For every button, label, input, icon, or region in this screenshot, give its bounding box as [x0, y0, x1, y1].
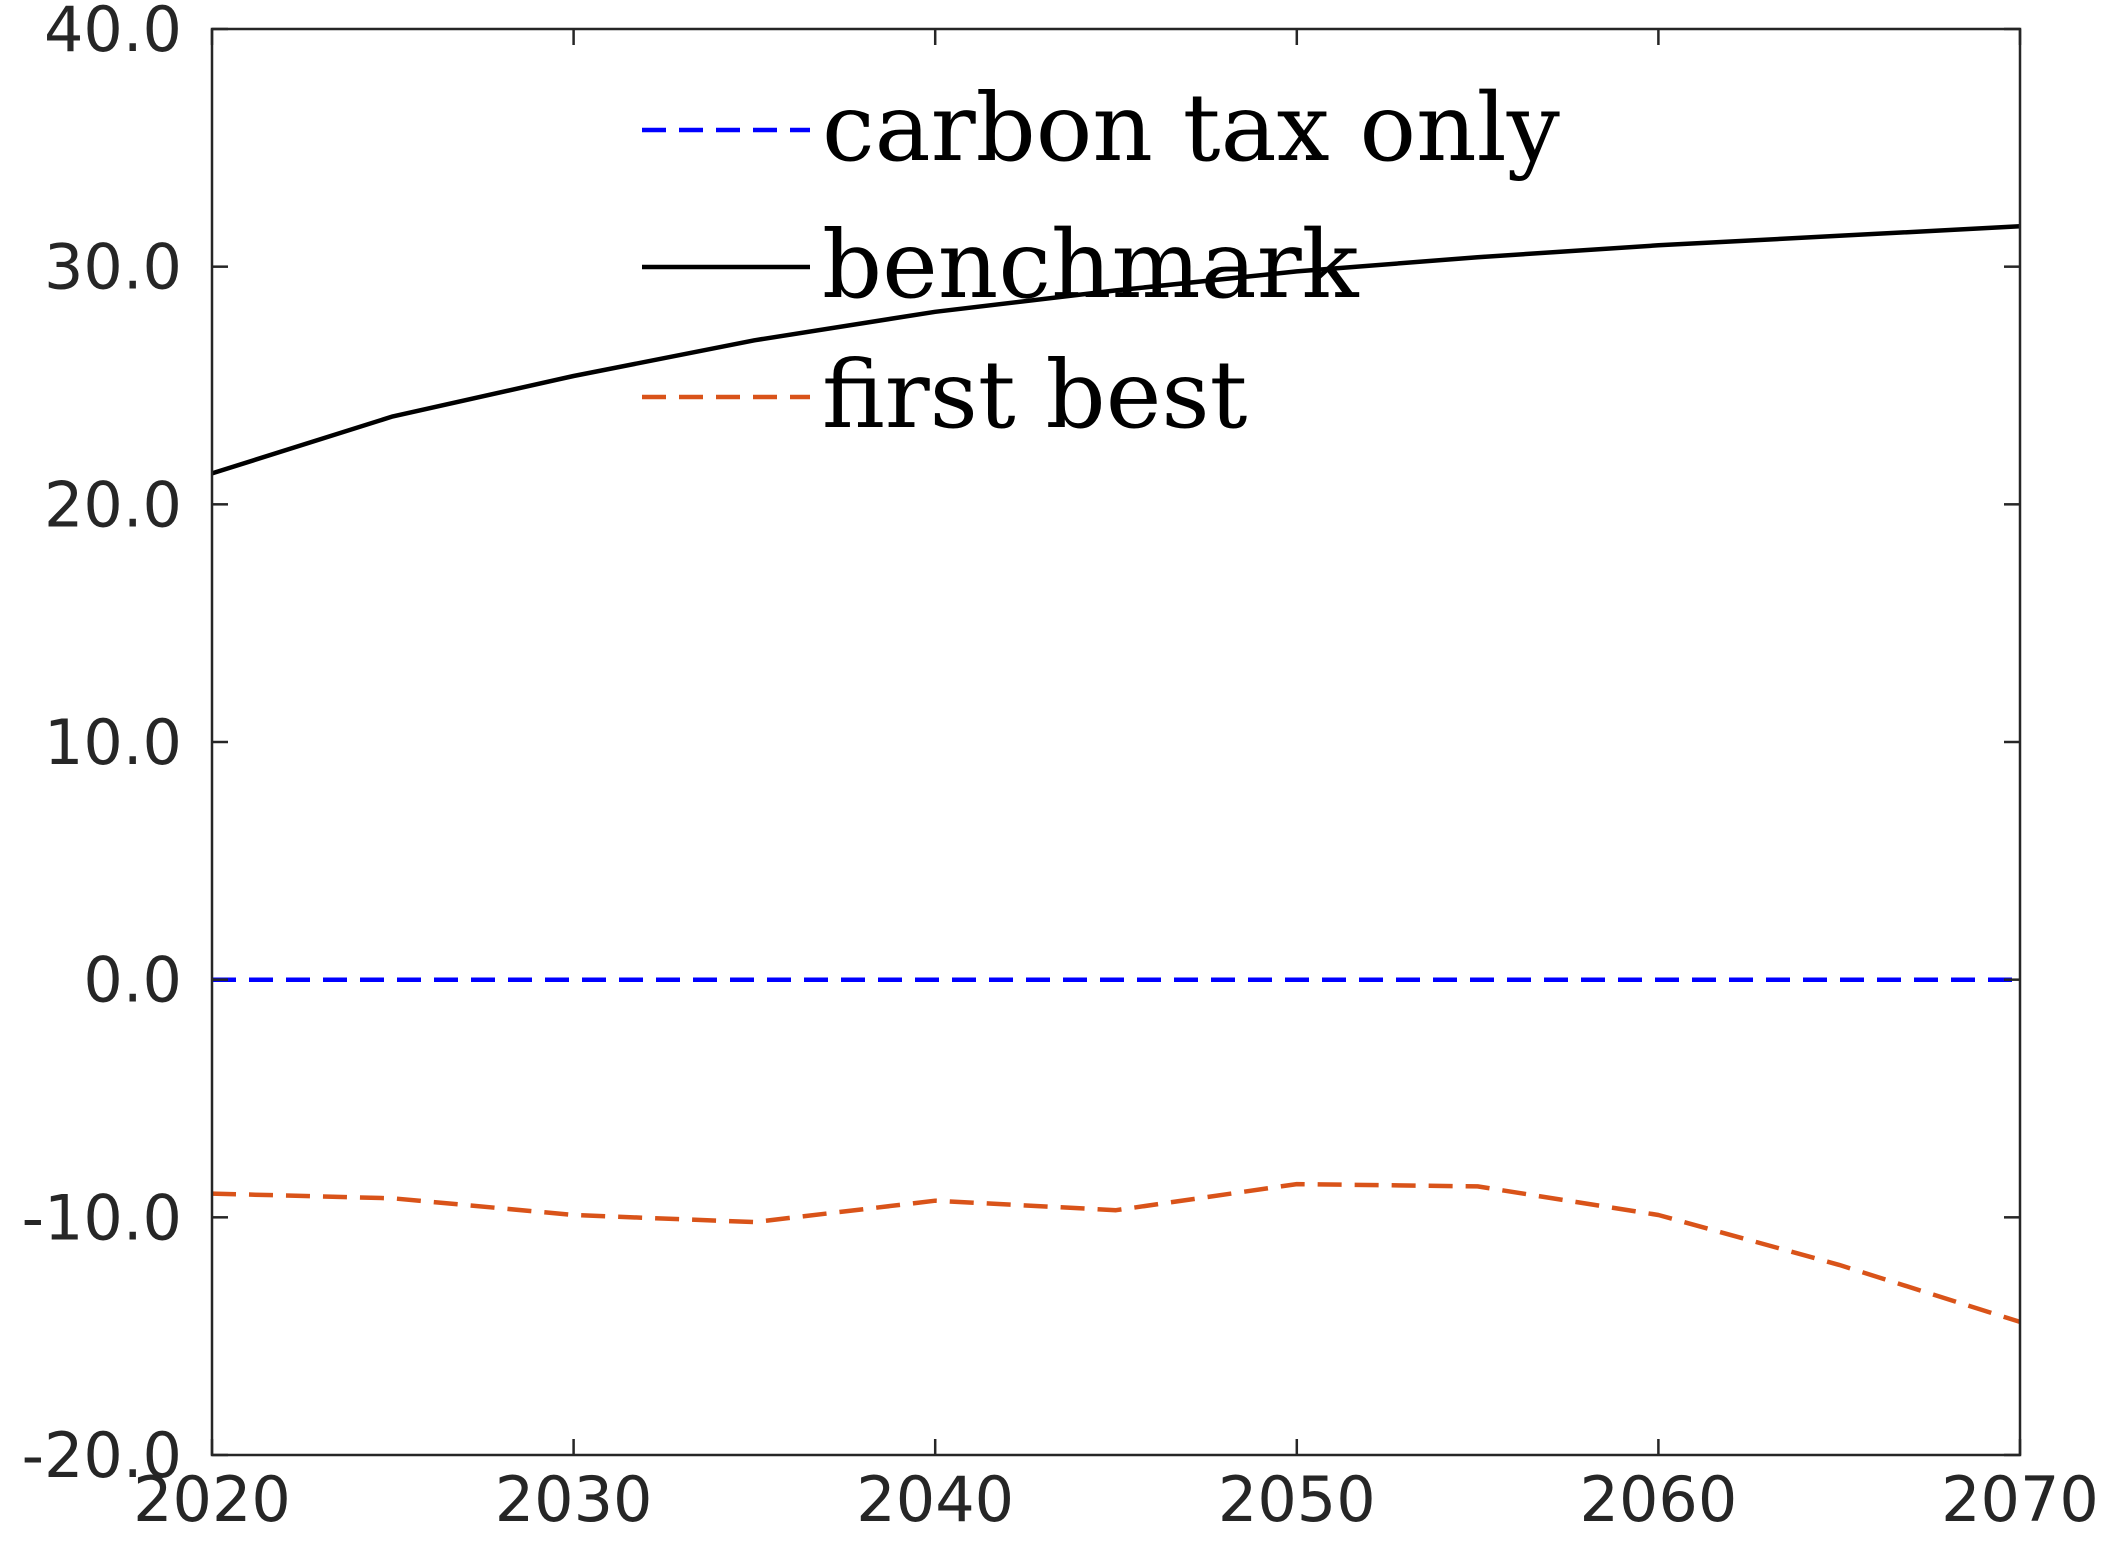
y-tick-label: 10.0 [44, 706, 182, 779]
series-line-benchmark [211, 224, 2021, 476]
legend-label: first best [822, 341, 1248, 450]
x-tick-label: 2070 [1941, 1463, 2099, 1536]
series-layer [211, 224, 2021, 1325]
x-tick-label: 2050 [1218, 1463, 1376, 1536]
x-tick-label: 2020 [133, 1463, 291, 1536]
x-tick-label: 2060 [1580, 1463, 1738, 1536]
y-tick-label: 20.0 [44, 468, 182, 541]
legend: carbon tax only benchmark first best [642, 74, 1560, 450]
tick-labels-layer: 2020 2030 2040 2050 2060 2070 -20.0 -10.0 0.0 10.… [22, 0, 2099, 1536]
y-tick-label: 40.0 [44, 0, 182, 66]
series-line-first-best [211, 1181, 2021, 1325]
y-tick-label: -20.0 [22, 1419, 182, 1492]
y-tick-label: 30.0 [44, 231, 182, 304]
y-tick-label: -10.0 [22, 1181, 182, 1254]
legend-label: benchmark [822, 211, 1360, 320]
x-tick-label: 2040 [856, 1463, 1014, 1536]
legend-label: carbon tax only [822, 74, 1560, 183]
x-tick-label: 2030 [495, 1463, 653, 1536]
ticks-layer [210, 27, 2022, 1457]
y-tick-label: 0.0 [83, 944, 182, 1017]
